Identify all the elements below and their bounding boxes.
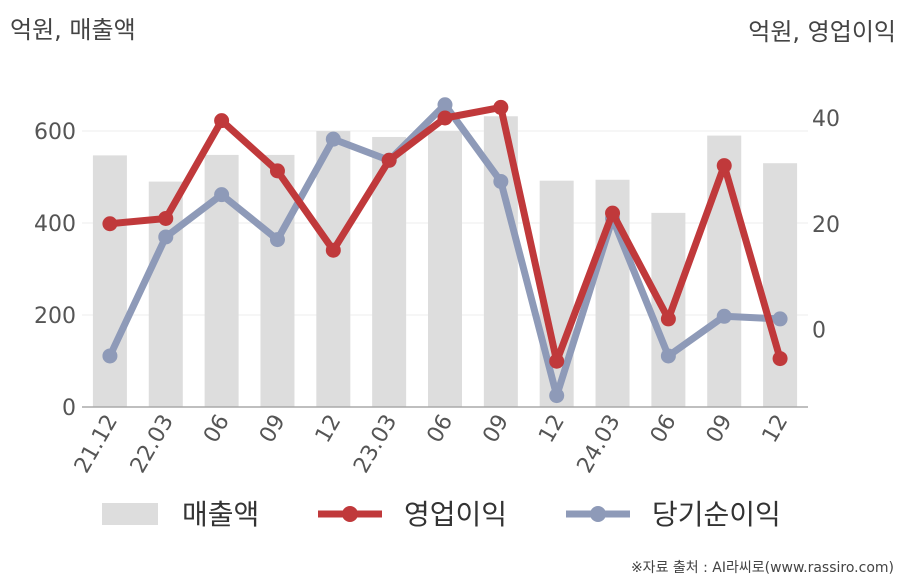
source-note: ※자료 출처 : AI라씨로(www.rassiro.com) bbox=[631, 560, 894, 576]
series-point bbox=[214, 187, 230, 203]
series-point bbox=[437, 97, 453, 113]
series-point bbox=[325, 242, 341, 258]
bar-revenue bbox=[428, 131, 462, 407]
x-tick-label: 22.03 bbox=[126, 411, 179, 478]
x-tick-label: 12 bbox=[311, 411, 347, 448]
series-point bbox=[325, 131, 341, 147]
legend-swatch-revenue bbox=[102, 503, 158, 525]
left-tick-label: 400 bbox=[34, 212, 76, 237]
series-point bbox=[716, 308, 732, 324]
legend-marker-net bbox=[590, 506, 606, 522]
x-tick-label: 06 bbox=[646, 411, 682, 448]
series-point bbox=[269, 232, 285, 248]
x-tick-label: 24.03 bbox=[573, 411, 626, 478]
right-tick-label: 40 bbox=[812, 107, 840, 132]
x-tick-label: 23.03 bbox=[349, 411, 402, 478]
series-point bbox=[214, 113, 230, 129]
series-point bbox=[158, 229, 174, 245]
left-tick-label: 200 bbox=[34, 304, 76, 329]
right-axis-labels: 0 20 40 bbox=[812, 107, 840, 344]
series-point bbox=[549, 388, 565, 404]
left-axis-labels: 0 200 400 600 bbox=[34, 120, 76, 421]
x-tick-label: 06 bbox=[423, 411, 459, 448]
legend: 매출액 영업이익 당기순이익 bbox=[102, 498, 781, 531]
series-point bbox=[493, 99, 509, 115]
series-point bbox=[772, 311, 788, 327]
series-point bbox=[549, 353, 565, 369]
series-point bbox=[605, 205, 621, 221]
x-tick-label: 12 bbox=[758, 411, 794, 448]
left-tick-label: 0 bbox=[62, 396, 76, 421]
legend-label-revenue: 매출액 bbox=[182, 498, 259, 531]
series-lines bbox=[102, 97, 788, 404]
bar-revenue bbox=[763, 163, 798, 407]
bar-revenue bbox=[92, 155, 127, 407]
bar-revenue bbox=[260, 154, 295, 407]
left-tick-label: 600 bbox=[34, 120, 76, 145]
x-tick-label: 21.12 bbox=[70, 411, 123, 478]
bar-revenue bbox=[707, 135, 742, 407]
x-tick-label: 09 bbox=[478, 411, 514, 448]
bar-revenue bbox=[316, 131, 351, 407]
x-tick-label: 09 bbox=[255, 411, 291, 448]
series-point bbox=[102, 216, 118, 232]
legend-label-operating: 영업이익 bbox=[404, 498, 507, 531]
legend-label-net: 당기순이익 bbox=[652, 498, 781, 531]
series-point bbox=[437, 110, 453, 126]
right-tick-label: 20 bbox=[812, 213, 840, 238]
right-tick-label: 0 bbox=[812, 319, 826, 344]
x-tick-label: 06 bbox=[199, 411, 235, 448]
series-point bbox=[269, 163, 285, 179]
bars bbox=[92, 116, 798, 408]
series-point bbox=[158, 210, 174, 226]
legend-marker-operating bbox=[342, 506, 358, 522]
right-axis-unit: 억원, 영업이익 bbox=[748, 18, 896, 46]
series-point bbox=[772, 351, 788, 367]
series-point bbox=[381, 152, 397, 168]
series-point bbox=[102, 348, 118, 364]
series-point bbox=[716, 158, 732, 174]
series-point bbox=[660, 348, 676, 364]
x-tick-label: 12 bbox=[534, 411, 570, 448]
left-axis-unit: 억원, 매출액 bbox=[10, 16, 136, 44]
series-point bbox=[660, 311, 676, 327]
series-point bbox=[493, 173, 509, 189]
x-axis-labels: 21.12 22.03 06 09 12 23.03 06 09 12 24.03 06 09 12 bbox=[70, 411, 793, 478]
x-tick-label: 09 bbox=[702, 411, 738, 448]
